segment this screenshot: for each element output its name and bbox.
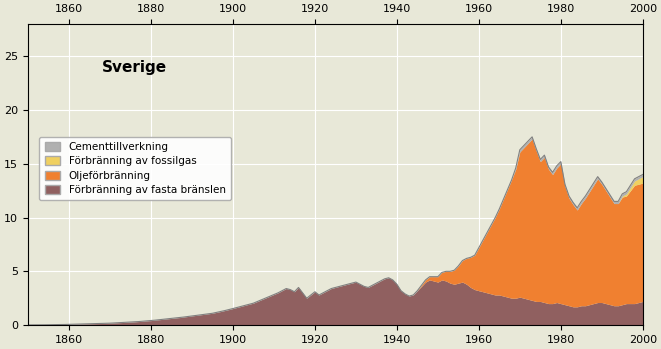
Legend: Cementtillverkning, Förbränning av fossilgas, Oljeförbränning, Förbränning av fa: Cementtillverkning, Förbränning av fossi… bbox=[40, 136, 231, 200]
Text: Sverige: Sverige bbox=[102, 60, 167, 75]
